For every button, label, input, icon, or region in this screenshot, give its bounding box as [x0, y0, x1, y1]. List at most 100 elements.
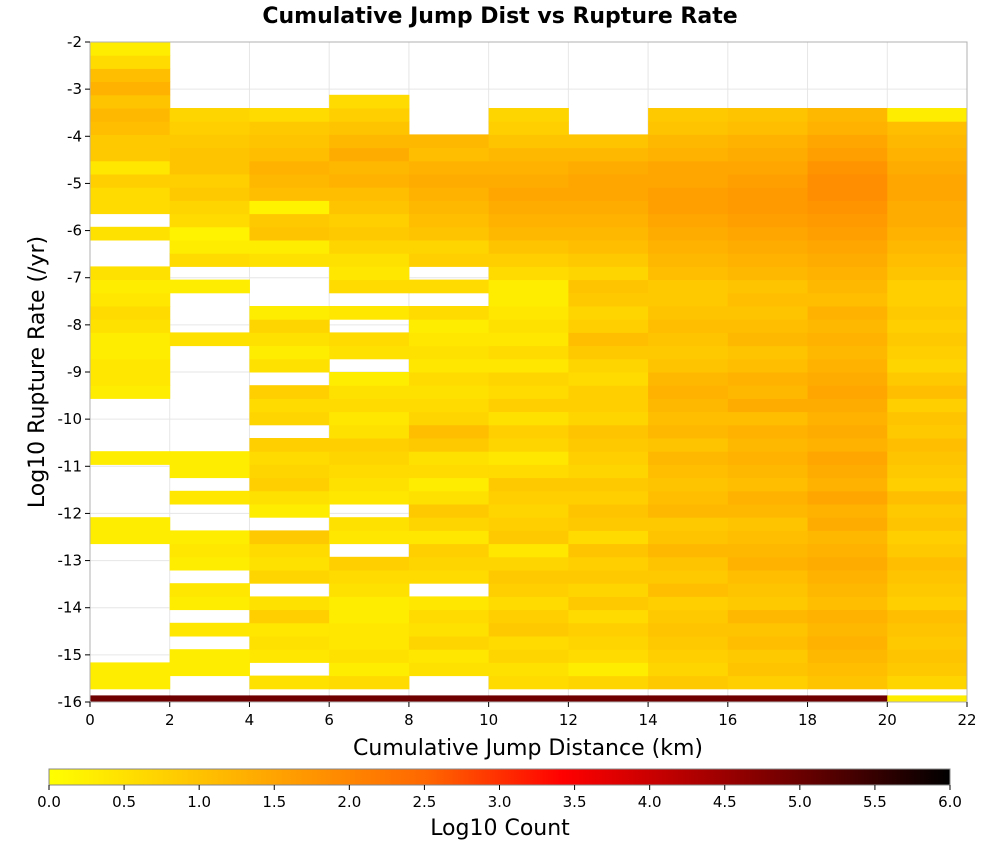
heatmap-cell — [329, 490, 410, 505]
heatmap-cell — [408, 279, 490, 294]
heatmap-cell — [169, 108, 250, 122]
heatmap-cell — [568, 240, 649, 254]
heatmap-cell — [727, 583, 809, 597]
heatmap-cell — [249, 675, 330, 690]
heatmap-cell — [249, 253, 330, 267]
heatmap-cell — [329, 134, 410, 149]
heatmap-cell — [727, 636, 809, 650]
heatmap-cell — [488, 174, 569, 188]
heatmap-cell — [648, 477, 729, 492]
heatmap-cell — [169, 332, 250, 347]
heatmap-cell — [807, 332, 888, 347]
heatmap-cell — [648, 292, 729, 307]
heatmap-cell — [249, 134, 330, 149]
heatmap-cell — [249, 490, 330, 505]
heatmap-cell — [408, 570, 490, 584]
heatmap-cell — [90, 42, 171, 56]
heatmap-cell — [887, 332, 968, 347]
heatmap-cell — [488, 424, 569, 439]
heatmap-cell — [887, 253, 968, 267]
heatmap-cell — [329, 570, 410, 584]
heatmap-cell — [727, 438, 809, 452]
heatmap-cell — [807, 695, 888, 703]
heatmap-cell — [408, 477, 490, 492]
heatmap-cell — [568, 675, 649, 690]
heatmap-cell — [169, 464, 250, 479]
heatmap-cell — [727, 266, 809, 281]
heatmap-cell — [169, 556, 250, 571]
heatmap-cell — [568, 622, 649, 637]
heatmap-cell — [887, 213, 968, 228]
heatmap-cell — [249, 200, 330, 215]
y-tick-label: -11 — [58, 457, 83, 475]
heatmap-cell — [568, 332, 649, 347]
heatmap-cell — [329, 240, 410, 254]
y-tick-label: -15 — [58, 646, 83, 664]
heatmap-cell — [329, 411, 410, 426]
heatmap-cell — [329, 266, 410, 281]
heatmap-cell — [90, 108, 171, 122]
heatmap-cell — [249, 240, 330, 254]
heatmap-cell — [568, 372, 649, 386]
heatmap-cell — [648, 253, 729, 267]
x-tick-label: 16 — [718, 711, 737, 729]
heatmap-cell — [408, 306, 490, 320]
heatmap-cell — [90, 134, 171, 149]
heatmap-cell — [568, 279, 649, 294]
heatmap-cell — [408, 200, 490, 215]
heatmap-cell — [90, 200, 171, 215]
heatmap-cell — [329, 556, 410, 571]
heatmap-cell — [169, 240, 250, 254]
heatmap-cell — [169, 543, 250, 558]
heatmap-cell — [727, 517, 809, 531]
colorbar-tick-label: 4.5 — [713, 793, 737, 811]
heatmap-cell — [807, 517, 888, 531]
heatmap-cell — [727, 174, 809, 188]
heatmap-cell — [249, 226, 330, 241]
heatmap-cell — [648, 108, 729, 122]
heatmap-cell — [648, 372, 729, 386]
heatmap-cell — [169, 530, 250, 545]
colorbar — [48, 768, 951, 786]
heatmap-cell — [408, 464, 490, 479]
heatmap-cell — [807, 253, 888, 267]
heatmap-cell — [169, 649, 250, 663]
heatmap-cell — [568, 490, 649, 505]
y-tick-label: -16 — [58, 693, 83, 711]
heatmap-cell — [488, 411, 569, 426]
heatmap-cell — [488, 240, 569, 254]
heatmap-cell — [887, 200, 968, 215]
heatmap-cell — [648, 187, 729, 201]
heatmap-cell — [648, 570, 729, 584]
heatmap-cell — [90, 517, 171, 531]
heatmap-cell — [408, 695, 490, 703]
heatmap-cell — [568, 411, 649, 426]
heatmap-cell — [488, 695, 569, 703]
y-tick-label: -12 — [58, 504, 83, 522]
heatmap-cell — [488, 147, 569, 162]
heatmap-cell — [807, 490, 888, 505]
heatmap-cell — [887, 226, 968, 241]
heatmap-cell — [887, 490, 968, 505]
heatmap-cell — [329, 398, 410, 413]
heatmap-cell — [887, 662, 968, 677]
heatmap-cell — [648, 240, 729, 254]
heatmap-cell — [887, 451, 968, 465]
heatmap-cell — [488, 108, 569, 122]
heatmap-cell — [648, 160, 729, 175]
heatmap-cell — [568, 358, 649, 373]
colorbar-tick-label: 3.5 — [563, 793, 587, 811]
heatmap-cell — [90, 695, 171, 703]
heatmap-cell — [488, 609, 569, 624]
heatmap-cell — [887, 477, 968, 492]
heatmap-cell — [408, 530, 490, 545]
heatmap-cell — [887, 438, 968, 452]
heatmap-cell — [887, 464, 968, 479]
heatmap-cell — [408, 424, 490, 439]
heatmap-cell — [249, 596, 330, 611]
y-tick-label: -6 — [67, 222, 82, 240]
heatmap-cell — [329, 332, 410, 347]
heatmap-cell — [408, 319, 490, 333]
heatmap-cell — [568, 200, 649, 215]
heatmap-cell — [568, 504, 649, 518]
